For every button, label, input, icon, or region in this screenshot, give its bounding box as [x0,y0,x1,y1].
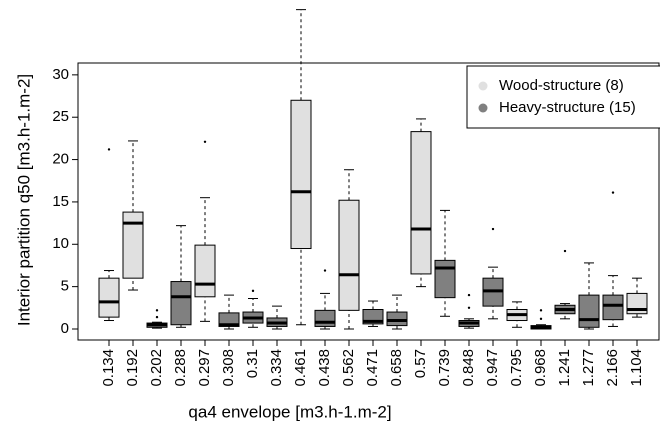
y-tick-label: 25 [52,108,69,125]
box [338,169,360,330]
y-tick-label: 30 [52,66,69,83]
x-tick-label: 0.739 [436,349,453,387]
box [98,148,120,322]
outlier [539,309,543,312]
box-body [194,244,216,298]
box-body [386,311,408,327]
box [626,277,648,318]
box-body [122,211,144,279]
box-body [98,277,120,318]
x-axis-title: qa4 envelope [m3.h-1.m-2] [188,402,391,421]
box-body [434,259,456,299]
x-tick-label: 1.277 [580,349,597,387]
x-tick-label: 0.968 [532,349,549,387]
x-tick-label: 0.471 [364,349,381,387]
outlier [155,309,159,312]
y-axis-title: Interior partition q50 [m3.h-1.m-2] [14,74,33,326]
outlier [323,269,327,272]
y-tick-label: 5 [61,278,69,295]
x-tick-label: 0.308 [220,349,237,387]
box [362,300,384,327]
outlier [467,293,471,297]
outlier [155,315,159,319]
x-tick-label: 0.562 [340,349,357,387]
outlier [539,317,543,321]
x-tick-label: 0.297 [196,349,213,387]
legend-marker [478,103,488,113]
box [170,225,192,328]
outlier [251,289,255,293]
x-tick-label: 2.166 [604,349,621,387]
box [482,227,504,320]
x-tick-label: 0.438 [316,349,333,387]
x-tick-label: 0.848 [460,349,477,387]
y-tick-label: 20 [52,151,69,168]
box-body [170,281,192,326]
x-tick-label: 0.947 [484,349,501,387]
y-tick-label: 0 [61,320,69,337]
x-tick-label: 0.461 [292,349,309,387]
box [458,293,480,329]
outlier [563,249,567,253]
box [242,289,264,328]
outlier [107,148,111,151]
box [602,191,624,327]
x-tick-label: 0.202 [148,349,165,387]
y-tick-label: 10 [52,235,69,252]
box [194,140,216,322]
box-body [314,309,336,327]
x-tick-label: 0.192 [124,349,141,387]
box [314,269,336,330]
box [578,262,600,330]
outlier [203,140,207,143]
box [290,9,312,326]
box [410,118,432,288]
y-tick-label: 15 [52,193,69,210]
box [434,209,456,317]
x-tick-label: 0.658 [388,349,405,387]
box-body [602,294,624,321]
box [530,309,552,330]
legend-label: Wood-structure (8) [499,77,624,94]
x-tick-label: 0.134 [100,349,117,387]
box-body [578,294,600,328]
legend-box [466,65,660,129]
x-tick-label: 0.795 [508,349,525,387]
box-body [410,131,432,275]
x-tick-label: 0.288 [172,349,189,387]
box-body [218,312,240,327]
x-tick-label: 0.31 [244,349,261,378]
outlier [611,191,615,194]
x-tick-label: 0.334 [268,349,285,387]
x-tick-label: 1.104 [628,349,645,387]
box [554,249,576,320]
x-tick-label: 1.241 [556,349,573,387]
x-tick-label: 0.57 [412,349,429,378]
box [146,309,168,329]
legend-label: Heavy-structure (15) [499,99,636,116]
box [266,305,288,330]
outlier [491,227,495,231]
box-body [338,199,360,311]
legend-marker [478,81,488,91]
box [218,294,240,330]
box [506,301,528,328]
box-body [290,99,312,250]
box [122,140,144,291]
outlier [467,306,471,310]
box [386,294,408,330]
